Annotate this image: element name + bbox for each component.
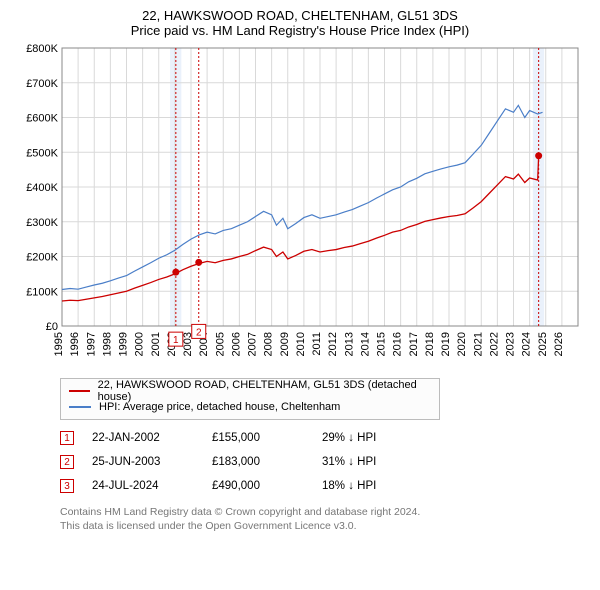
table-row: 1 22-JAN-2002 £155,000 29% ↓ HPI: [60, 426, 582, 450]
svg-text:2025: 2025: [537, 332, 549, 356]
svg-text:2000: 2000: [134, 332, 146, 356]
svg-text:1995: 1995: [53, 332, 65, 356]
legend-swatch-property: [69, 390, 90, 392]
svg-text:1996: 1996: [69, 332, 81, 356]
transaction-delta: 18% ↓ HPI: [322, 480, 442, 492]
svg-text:2020: 2020: [456, 332, 468, 356]
svg-text:2008: 2008: [263, 332, 275, 356]
transaction-price: £183,000: [212, 456, 322, 468]
legend-swatch-hpi: [69, 406, 91, 408]
transaction-delta: 31% ↓ HPI: [322, 456, 442, 468]
legend: 22, HAWKSWOOD ROAD, CHELTENHAM, GL51 3DS…: [60, 378, 440, 420]
line-chart-svg: £0 £100K £200K £300K £400K £500K £600K £700K £80…: [18, 44, 582, 372]
table-row: 3 24-JUL-2024 £490,000 18% ↓ HPI: [60, 474, 582, 498]
svg-text:2016: 2016: [392, 332, 404, 356]
svg-text:2011: 2011: [311, 332, 323, 356]
svg-text:2001: 2001: [150, 332, 162, 356]
svg-text:1997: 1997: [85, 332, 97, 356]
svg-text:£200K: £200K: [26, 252, 58, 264]
svg-text:2006: 2006: [230, 332, 242, 356]
svg-text:1999: 1999: [118, 332, 130, 356]
svg-text:£0: £0: [46, 321, 58, 333]
svg-text:2015: 2015: [376, 332, 388, 356]
svg-text:2007: 2007: [247, 332, 259, 356]
title-line-1: 22, HAWKSWOOD ROAD, CHELTENHAM, GL51 3DS: [18, 8, 582, 23]
transactions-table: 1 22-JAN-2002 £155,000 29% ↓ HPI 2 25-JU…: [60, 426, 582, 498]
footer-attribution: Contains HM Land Registry data © Crown c…: [60, 506, 582, 533]
svg-text:£700K: £700K: [26, 78, 58, 90]
svg-text:£300K: £300K: [26, 217, 58, 229]
svg-text:2022: 2022: [488, 332, 500, 356]
footer-line-1: Contains HM Land Registry data © Crown c…: [60, 506, 582, 520]
svg-text:2018: 2018: [424, 332, 436, 356]
title-block: 22, HAWKSWOOD ROAD, CHELTENHAM, GL51 3DS…: [18, 8, 582, 38]
transaction-date: 25-JUN-2003: [92, 456, 212, 468]
transaction-price: £155,000: [212, 432, 322, 444]
chart-area: £0 £100K £200K £300K £400K £500K £600K £700K £80…: [18, 44, 582, 372]
legend-label-property: 22, HAWKSWOOD ROAD, CHELTENHAM, GL51 3DS…: [98, 379, 431, 403]
svg-text:2017: 2017: [408, 332, 420, 356]
svg-text:2023: 2023: [505, 332, 517, 356]
transaction-date: 22-JAN-2002: [92, 432, 212, 444]
svg-text:2013: 2013: [343, 332, 355, 356]
svg-text:2026: 2026: [553, 332, 565, 356]
svg-text:2014: 2014: [359, 332, 371, 356]
svg-text:2010: 2010: [295, 332, 307, 356]
svg-text:1998: 1998: [101, 332, 113, 356]
svg-text:£600K: £600K: [26, 113, 58, 125]
transaction-marker-3: 3: [60, 479, 74, 493]
svg-text:2009: 2009: [279, 332, 291, 356]
transaction-marker-1: 1: [60, 431, 74, 445]
svg-text:2021: 2021: [472, 332, 484, 356]
legend-row: 22, HAWKSWOOD ROAD, CHELTENHAM, GL51 3DS…: [69, 383, 431, 399]
title-line-2: Price paid vs. HM Land Registry's House …: [18, 23, 582, 38]
svg-text:2012: 2012: [327, 332, 339, 356]
svg-text:£800K: £800K: [26, 44, 58, 55]
svg-text:£100K: £100K: [26, 286, 58, 298]
transaction-date: 24-JUL-2024: [92, 480, 212, 492]
svg-text:£500K: £500K: [26, 147, 58, 159]
svg-text:1: 1: [173, 335, 179, 346]
transaction-marker-2: 2: [60, 455, 74, 469]
footer-line-2: This data is licensed under the Open Gov…: [60, 520, 582, 534]
transaction-price: £490,000: [212, 480, 322, 492]
table-row: 2 25-JUN-2003 £183,000 31% ↓ HPI: [60, 450, 582, 474]
svg-text:£400K: £400K: [26, 182, 58, 194]
transaction-delta: 29% ↓ HPI: [322, 432, 442, 444]
svg-text:2005: 2005: [214, 332, 226, 356]
svg-text:2: 2: [196, 327, 202, 338]
svg-text:2019: 2019: [440, 332, 452, 356]
chart-container: 22, HAWKSWOOD ROAD, CHELTENHAM, GL51 3DS…: [0, 0, 600, 590]
svg-text:2024: 2024: [521, 332, 533, 356]
legend-label-hpi: HPI: Average price, detached house, Chel…: [99, 401, 340, 413]
